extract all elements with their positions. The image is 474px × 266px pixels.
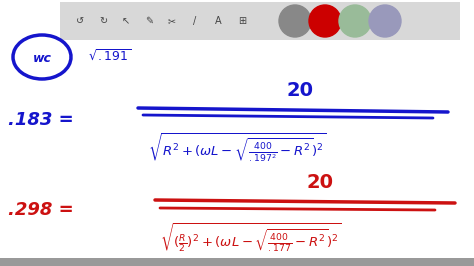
Text: ✎: ✎ bbox=[145, 16, 153, 26]
Text: .298 =: .298 = bbox=[8, 201, 74, 219]
Bar bbox=[60, 2, 460, 40]
Text: .183 =: .183 = bbox=[8, 111, 74, 129]
Text: ✂: ✂ bbox=[168, 16, 176, 26]
Text: $\sqrt{R^2+(\omega L-\sqrt{\frac{400}{.197^2}-R^2})^2}$: $\sqrt{R^2+(\omega L-\sqrt{\frac{400}{.1… bbox=[148, 131, 327, 164]
Text: ↻: ↻ bbox=[99, 16, 107, 26]
Text: 20: 20 bbox=[286, 81, 313, 99]
Text: ↺: ↺ bbox=[76, 16, 84, 26]
Circle shape bbox=[309, 5, 341, 37]
Text: A: A bbox=[215, 16, 221, 26]
Text: 20: 20 bbox=[307, 172, 334, 192]
Text: wc: wc bbox=[33, 52, 52, 64]
Text: ↖: ↖ bbox=[122, 16, 130, 26]
Text: $\sqrt{.191}$: $\sqrt{.191}$ bbox=[88, 48, 131, 64]
Bar bbox=[0, 258, 474, 266]
Circle shape bbox=[339, 5, 371, 37]
Text: $\sqrt{(\frac{R}{2})^2+(\omega L-\sqrt{\frac{400}{.177}-R^2})^2}$: $\sqrt{(\frac{R}{2})^2+(\omega L-\sqrt{\… bbox=[160, 222, 341, 254]
Circle shape bbox=[369, 5, 401, 37]
Text: ⊞: ⊞ bbox=[238, 16, 246, 26]
Circle shape bbox=[279, 5, 311, 37]
Text: /: / bbox=[193, 16, 197, 26]
